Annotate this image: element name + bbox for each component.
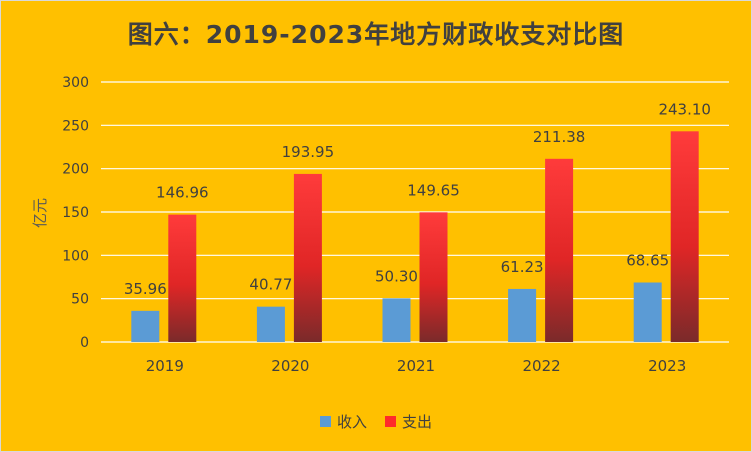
y-axis: 0 50 100 150 200 250 300 2019 2020 2021 2022 2023 [62, 75, 686, 375]
data-label-income: 35.96 [124, 280, 167, 298]
y-tick-label: 300 [62, 75, 89, 91]
y-tick-label: 250 [62, 118, 89, 134]
y-axis-label: 亿元 [31, 198, 49, 228]
gridlines [101, 81, 729, 343]
x-tick-label: 2020 [271, 357, 309, 375]
bar-expense [419, 212, 448, 342]
x-tick-label: 2021 [397, 357, 435, 375]
data-label-expense: 243.10 [658, 100, 711, 118]
legend-label-income: 收入 [336, 413, 367, 431]
legend-swatch-expense [385, 416, 396, 427]
bars [131, 131, 699, 342]
data-label-expense: 149.65 [407, 181, 460, 199]
legend-label-expense: 支出 [402, 413, 433, 431]
data-label-expense: 146.96 [156, 184, 209, 202]
bar-income [256, 306, 285, 342]
data-label-expense: 193.95 [282, 143, 335, 161]
y-tick-label: 200 [62, 162, 89, 178]
y-tick-label: 50 [71, 292, 89, 308]
chart-title: 图六：2019-2023年地方财政收支对比图 [127, 20, 625, 49]
bar-expense [168, 214, 197, 342]
x-tick-label: 2019 [146, 357, 184, 375]
legend-item-income: 收入 [319, 411, 367, 432]
data-label-income: 50.30 [375, 267, 418, 285]
data-label-expense: 211.38 [533, 128, 586, 146]
bar-income [131, 310, 160, 342]
data-label-income: 61.23 [501, 258, 544, 276]
bar-income [633, 282, 662, 342]
bar-income [382, 298, 411, 342]
legend: 收入 支出 [1, 411, 751, 432]
x-tick-label: 2023 [648, 357, 686, 375]
bar-income [508, 288, 537, 342]
bar-expense [670, 131, 699, 342]
y-tick-label: 0 [80, 335, 89, 351]
bar-expense [293, 173, 322, 342]
bar-expense [545, 158, 574, 342]
data-label-income: 40.77 [249, 276, 292, 294]
y-tick-label: 150 [62, 205, 89, 221]
data-label-income: 68.65 [626, 252, 669, 270]
x-tick-label: 2022 [523, 357, 561, 375]
data-labels: 35.96 146.96 40.77 193.95 50.30 149.65 61.23 21… [124, 100, 711, 298]
legend-swatch-income [319, 416, 331, 427]
legend-item-expense: 支出 [385, 411, 432, 432]
y-tick-label: 100 [62, 248, 89, 264]
